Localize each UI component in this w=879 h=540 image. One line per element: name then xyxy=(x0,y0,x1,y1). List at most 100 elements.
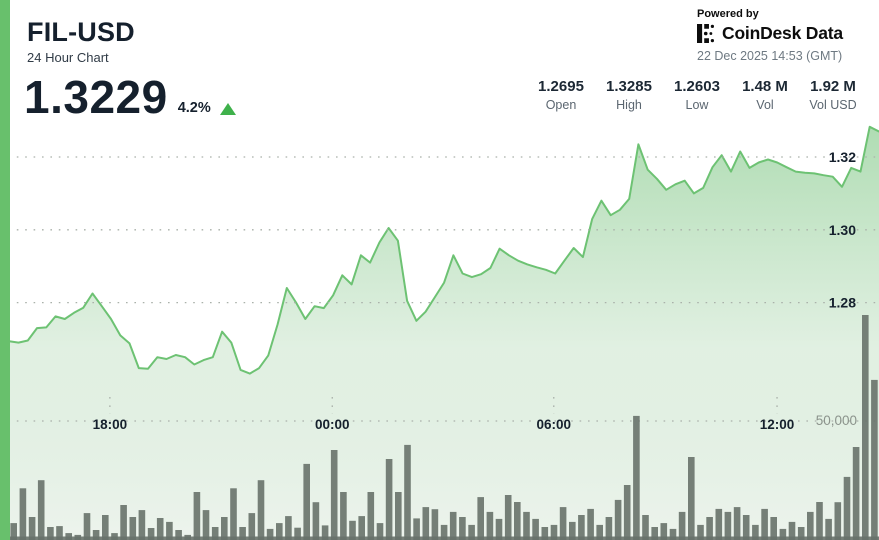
volume-bar xyxy=(578,515,585,540)
price-row: 1.3229 4.2% xyxy=(24,74,236,120)
volume-bar xyxy=(120,505,127,540)
header-right: Powered by CoinDesk Data 22 Dec 2025 14:… xyxy=(697,8,861,63)
volume-bar xyxy=(440,524,448,540)
volume-bar xyxy=(166,521,173,540)
volume-bar xyxy=(660,523,668,540)
volume-bar xyxy=(532,518,539,540)
volume-bar xyxy=(706,517,713,540)
volume-bar xyxy=(340,492,347,540)
volume-bar xyxy=(385,459,393,540)
volume-bar xyxy=(37,480,45,540)
y-axis-price-label: 1.32 xyxy=(829,149,856,165)
volume-bar xyxy=(83,513,91,540)
volume-bar xyxy=(715,508,723,540)
volume-bar xyxy=(221,517,228,540)
stat-value: 1.2695 xyxy=(538,78,584,95)
volume-bar xyxy=(129,517,137,540)
volume-bar xyxy=(10,523,17,540)
volume-bar xyxy=(193,492,201,540)
volume-bar xyxy=(642,515,649,540)
volume-bar xyxy=(523,511,530,540)
volume-bar xyxy=(651,527,658,540)
volume-bar xyxy=(404,444,411,540)
volume-bar xyxy=(761,508,768,540)
brand-name: CoinDesk Data xyxy=(722,23,843,43)
volume-bar xyxy=(770,517,777,540)
volume-bar xyxy=(330,450,338,540)
volume-bar xyxy=(147,528,155,540)
volume-bar xyxy=(779,528,787,540)
current-price: 1.3229 xyxy=(24,70,168,123)
stat-value: 1.48 M xyxy=(742,78,788,95)
volume-bar xyxy=(257,480,265,540)
volume-bar xyxy=(376,523,384,540)
volume-bar xyxy=(623,485,631,540)
accent-bar xyxy=(0,0,10,540)
volume-bar xyxy=(138,510,146,540)
volume-bar xyxy=(633,415,640,540)
volume-bar xyxy=(843,476,851,540)
volume-bar xyxy=(459,517,466,540)
volume-bar xyxy=(422,507,430,540)
chart-subtitle: 24 Hour Chart xyxy=(27,49,109,65)
stat-label: Open xyxy=(545,98,577,112)
volume-bar xyxy=(678,511,686,540)
volume-bar xyxy=(276,523,283,540)
volume-bar xyxy=(742,515,750,540)
volume-bar xyxy=(569,521,576,540)
volume-bar xyxy=(752,524,759,540)
volume-bar xyxy=(816,502,823,540)
volume-bar xyxy=(175,530,182,540)
price-line xyxy=(0,125,879,375)
volume-bar xyxy=(788,521,796,540)
volume-bar xyxy=(358,516,365,540)
volume-bar xyxy=(312,502,320,540)
volume-bar xyxy=(449,511,457,540)
volume-bar xyxy=(871,379,878,540)
volume-bar xyxy=(834,502,842,540)
volume-bar xyxy=(541,527,549,540)
symbol-title: FIL-USD xyxy=(27,17,135,47)
volume-bar xyxy=(28,517,36,540)
volume-bar xyxy=(56,526,63,540)
volume-bar xyxy=(285,516,292,540)
stat-value: 1.3285 xyxy=(606,78,652,95)
volume-bar xyxy=(852,447,860,540)
header-left: FIL-USD 24 Hour Chart 1.3229 4.2% xyxy=(24,17,236,120)
volume-bar xyxy=(248,513,256,540)
x-axis-time-label: 00:00 xyxy=(315,417,350,432)
volume-bar xyxy=(468,524,475,540)
volume-bar xyxy=(47,527,54,540)
coindesk-brand[interactable]: CoinDesk Data xyxy=(697,23,861,44)
volume-bar xyxy=(413,518,420,540)
volume-bar xyxy=(102,515,109,540)
stat-label: High xyxy=(616,98,642,112)
price-area-fill xyxy=(0,126,879,540)
stat-low: 1.2603 Low xyxy=(663,78,731,112)
volume-bar xyxy=(797,527,805,540)
volume-bar xyxy=(807,511,814,540)
volume-bar xyxy=(697,524,704,540)
volume-bar xyxy=(211,527,219,540)
volume-bar xyxy=(230,488,237,540)
volume-bar xyxy=(19,488,27,540)
volume-bar xyxy=(477,497,484,540)
y-axis-price-label: 1.28 xyxy=(829,295,856,311)
volume-bar xyxy=(156,518,164,540)
volume-bar xyxy=(395,492,402,540)
volume-bar xyxy=(514,502,521,540)
x-axis-time-label: 18:00 xyxy=(93,417,128,432)
volume-bar xyxy=(303,463,310,540)
volume-bar xyxy=(596,524,603,540)
volume-bar xyxy=(202,510,210,540)
volume-bar xyxy=(367,492,375,540)
stat-label: Vol USD xyxy=(809,98,857,112)
x-axis-time-label: 12:00 xyxy=(760,417,795,432)
volume-bar xyxy=(349,520,356,540)
volume-bar xyxy=(587,508,594,540)
volume-bar xyxy=(92,530,100,540)
stat-high: 1.3285 High xyxy=(595,78,663,112)
powered-by-label: Powered by xyxy=(697,8,759,20)
